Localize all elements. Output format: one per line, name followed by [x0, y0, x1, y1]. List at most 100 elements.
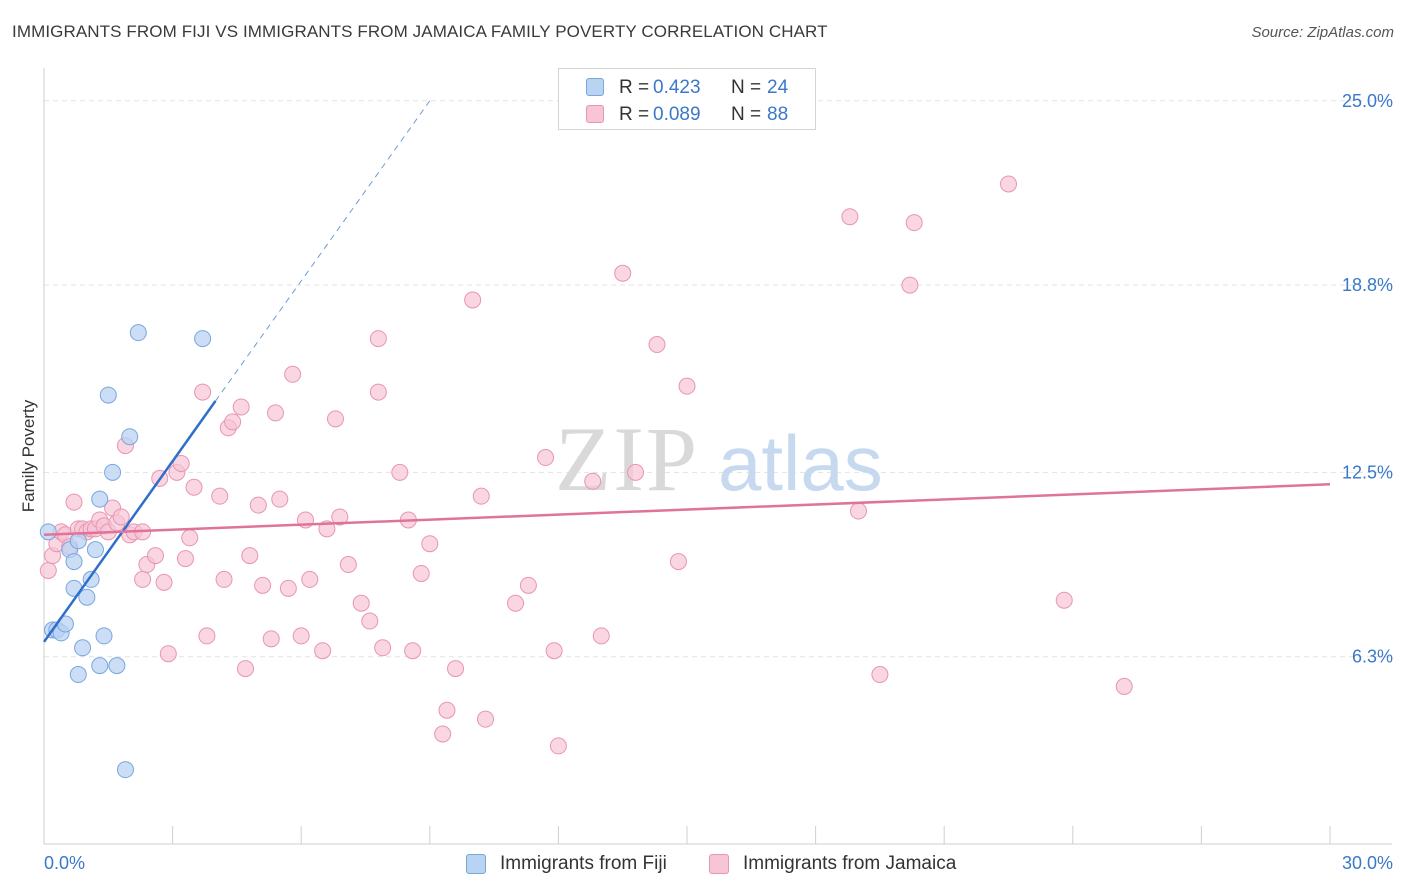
jamaica-point: [361, 612, 379, 630]
jamaica-point: [198, 627, 216, 645]
y-tick-label: 12.5%: [1342, 462, 1393, 482]
jamaica-point: [537, 449, 555, 467]
r-label: R =: [619, 104, 650, 125]
legend-label-fiji: Immigrants from Fiji: [500, 853, 667, 874]
source-credit: Source: ZipAtlas.com: [1251, 24, 1394, 41]
fiji-point: [104, 463, 122, 481]
jamaica-point: [39, 561, 57, 579]
fiji-trend-extension: [215, 100, 431, 402]
jamaica-point: [871, 666, 889, 684]
jamaica-point: [849, 502, 867, 520]
fiji-point: [65, 553, 83, 571]
jamaica-point: [352, 594, 370, 612]
series-fiji-points: [39, 324, 212, 779]
r-value: 0.423: [653, 77, 701, 98]
jamaica-point: [266, 404, 284, 422]
jamaica-point: [155, 573, 173, 591]
fiji-point: [95, 627, 113, 645]
jamaica-point: [438, 701, 456, 719]
fiji-point: [91, 657, 109, 675]
jamaica-point: [301, 570, 319, 588]
jamaica-point: [905, 214, 923, 232]
jamaica-point: [262, 630, 280, 648]
n-value: 24: [767, 77, 789, 98]
jamaica-swatch: [586, 105, 604, 123]
chart-title: IMMIGRANTS FROM FIJI VS IMMIGRANTS FROM …: [12, 22, 828, 41]
jamaica-point: [592, 627, 610, 645]
jamaica-point: [254, 576, 272, 594]
fiji-point: [82, 570, 100, 588]
fiji-point: [99, 386, 117, 404]
x-tick-label-max: 30.0%: [1342, 853, 1393, 873]
jamaica-point: [374, 639, 392, 657]
jamaica-point: [65, 493, 83, 511]
jamaica-point: [901, 276, 919, 294]
watermark-atlas: atlas: [718, 419, 883, 507]
fiji-point: [194, 330, 212, 348]
jamaica-point: [172, 454, 190, 472]
jamaica-point: [507, 594, 525, 612]
jamaica-trend-line: [43, 483, 1331, 537]
jamaica-point: [669, 553, 687, 571]
fiji-point: [91, 490, 109, 508]
jamaica-point: [545, 642, 563, 660]
grid-lines: [44, 100, 1392, 658]
jamaica-point: [134, 570, 152, 588]
jamaica-point: [549, 737, 567, 755]
jamaica-point: [326, 410, 344, 428]
jamaica-point: [1000, 175, 1017, 193]
jamaica-point: [271, 490, 289, 508]
jamaica-point: [369, 383, 387, 401]
y-tick-label: 18.8%: [1342, 275, 1393, 295]
x-tick-label-min: 0.0%: [44, 853, 85, 873]
jamaica-point: [224, 413, 242, 431]
jamaica-point: [146, 547, 164, 565]
n-label: N =: [731, 77, 762, 98]
y-axis-title: Family Poverty: [19, 399, 38, 512]
stats-row-jamaica: R = 0.089 N = 88: [559, 101, 815, 127]
fiji-point: [39, 523, 57, 541]
jamaica-point: [159, 645, 177, 663]
axes: [43, 68, 1392, 845]
fiji-point: [121, 428, 139, 446]
jamaica-point: [241, 547, 259, 565]
y-tick-label: 6.3%: [1352, 647, 1393, 667]
jamaica-point: [1115, 677, 1133, 695]
jamaica-point: [194, 383, 212, 401]
jamaica-point: [412, 564, 430, 582]
jamaica-point: [176, 550, 194, 568]
jamaica-point: [314, 642, 332, 660]
jamaica-point: [284, 365, 302, 383]
fiji-point: [116, 761, 134, 779]
y-tick-labels: 6.3% 12.5% 18.8% 25.0%: [1342, 91, 1393, 667]
jamaica-point: [232, 398, 250, 416]
fiji-swatch: [586, 78, 604, 96]
jamaica-point: [215, 570, 233, 588]
legend-label-jamaica: Immigrants from Jamaica: [743, 853, 957, 874]
jamaica-point: [519, 576, 537, 594]
jamaica-point: [181, 529, 199, 547]
stats-row-fiji: R = 0.423 N = 24: [559, 74, 815, 100]
jamaica-point: [678, 377, 696, 395]
jamaica-point: [421, 535, 439, 553]
jamaica-point: [584, 472, 602, 490]
jamaica-point: [614, 264, 632, 282]
jamaica-point: [236, 660, 254, 678]
jamaica-point: [279, 579, 297, 597]
jamaica-point: [472, 487, 490, 505]
jamaica-point: [369, 330, 387, 348]
fiji-point: [78, 588, 96, 606]
jamaica-point: [339, 556, 357, 574]
jamaica-point: [112, 508, 130, 526]
n-value: 88: [767, 104, 789, 125]
jamaica-point: [648, 336, 666, 354]
jamaica-point: [464, 291, 482, 309]
watermark-zip: ZIP: [555, 408, 699, 510]
fiji-point: [69, 532, 87, 550]
stats-legend: R = 0.423 N = 24 R = 0.089 N = 88: [558, 68, 816, 130]
series-jamaica-points: [39, 175, 1133, 755]
jamaica-point: [404, 642, 422, 660]
r-value: 0.089: [653, 104, 701, 125]
fiji-trend-line: [42, 400, 217, 643]
